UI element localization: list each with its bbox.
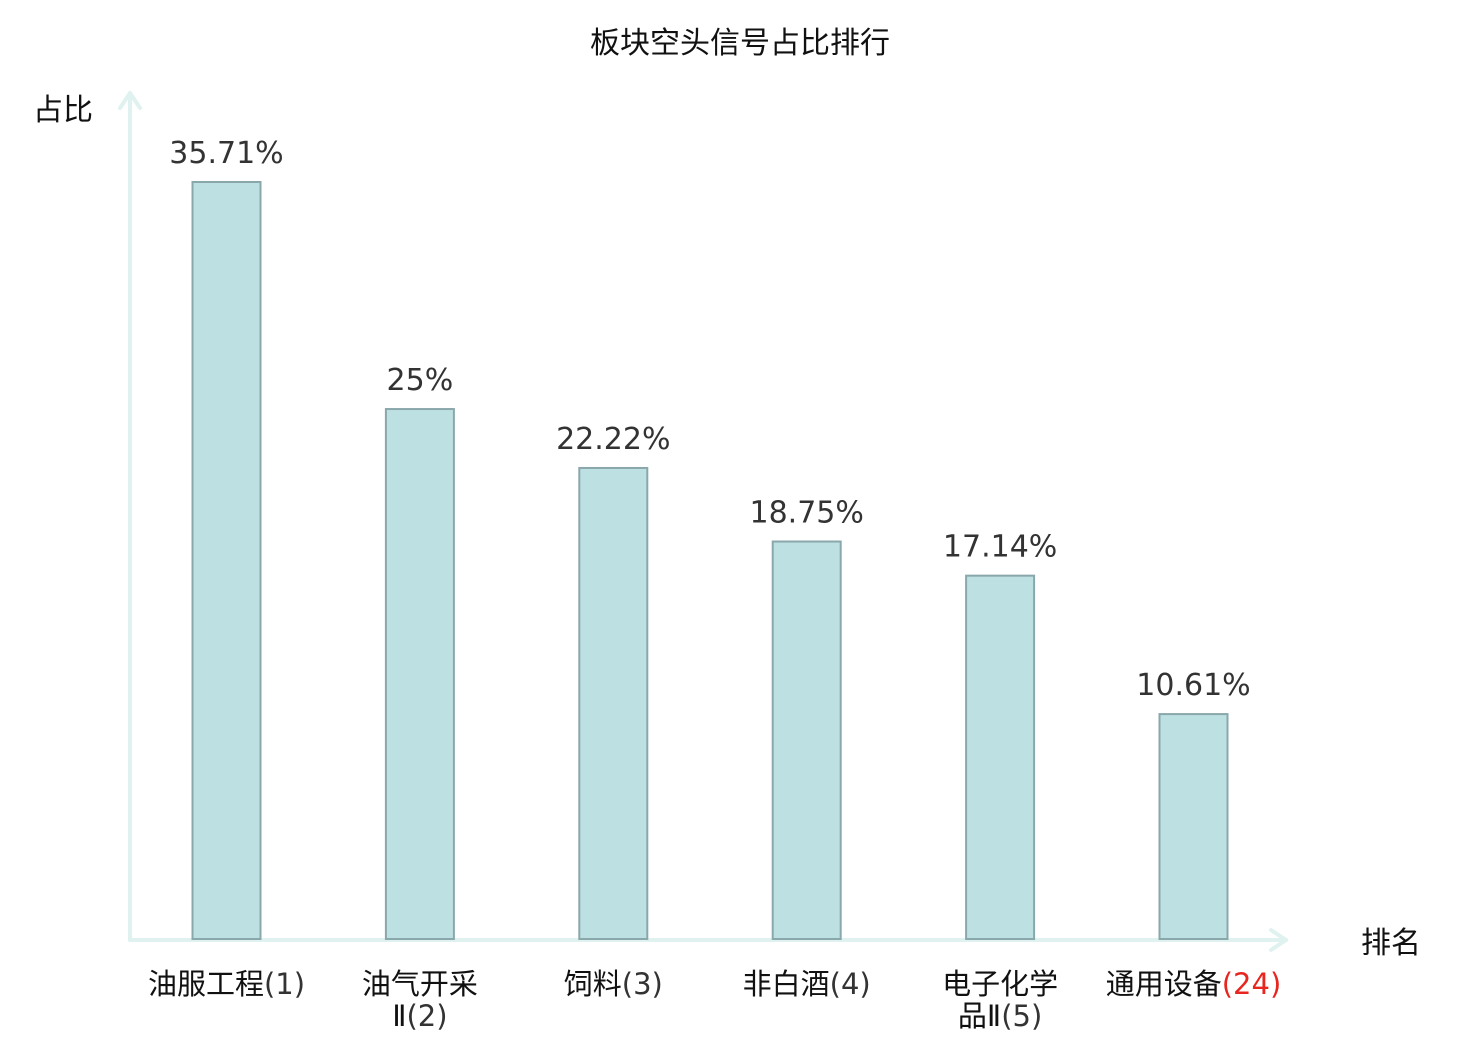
axes <box>118 91 1288 952</box>
category-name-part: 饲料 <box>564 967 622 1001</box>
x-axis-label: 排名 <box>1361 926 1421 961</box>
bars-group <box>191 181 1229 941</box>
value-label-1: 35.71% <box>169 136 283 171</box>
value-label-2: 25% <box>387 363 454 398</box>
category-name-part: 非白酒 <box>743 967 830 1001</box>
category-label-3: 饲料(3) <box>564 967 663 1001</box>
bar-2 <box>384 408 455 941</box>
category-rank: (4) <box>830 967 871 1001</box>
category-label-2-line-1: 油气开采 <box>362 967 478 1001</box>
bar-5 <box>965 574 1036 941</box>
category-rank: (3) <box>622 967 663 1001</box>
category-name-part: 电子化学 <box>942 967 1058 1001</box>
category-label-2-line-2: Ⅱ(2) <box>392 999 447 1033</box>
value-label-4: 18.75% <box>750 496 864 531</box>
category-name-part: 品Ⅱ <box>958 999 1001 1033</box>
category-rank: (1) <box>264 967 305 1001</box>
y-axis-label: 占比 <box>33 93 93 128</box>
category-name-part: Ⅱ <box>392 999 406 1033</box>
bar-4 <box>771 540 842 940</box>
category-rank: (2) <box>406 999 447 1033</box>
bar-1 <box>191 181 262 940</box>
y-axis-arrow <box>118 91 142 110</box>
category-name-part: 油服工程 <box>148 967 264 1001</box>
category-name-part: 油气开采 <box>362 967 478 1001</box>
category-label-5-line-1: 电子化学 <box>942 967 1058 1001</box>
x-axis-arrow <box>1269 928 1288 952</box>
category-label-1: 油服工程(1) <box>148 967 305 1001</box>
category-name-part: 通用设备 <box>1106 967 1222 1001</box>
category-label-6: 通用设备(24) <box>1106 967 1282 1001</box>
chart-title: 板块空头信号占比排行 <box>590 26 890 61</box>
value-label-3: 22.22% <box>556 422 670 457</box>
value-label-6: 10.61% <box>1136 668 1250 703</box>
bar-3 <box>578 466 649 940</box>
bar-6 <box>1158 713 1229 940</box>
category-rank: (24) <box>1222 967 1282 1001</box>
category-label-5-line-2: 品Ⅱ(5) <box>958 999 1042 1033</box>
value-label-5: 17.14% <box>943 530 1057 565</box>
category-label-4: 非白酒(4) <box>743 967 871 1001</box>
category-rank: (5) <box>1001 999 1042 1033</box>
value-labels-group: 35.71% 25% 22.22% 18.75% 17.14% 10.61% <box>169 136 1250 703</box>
